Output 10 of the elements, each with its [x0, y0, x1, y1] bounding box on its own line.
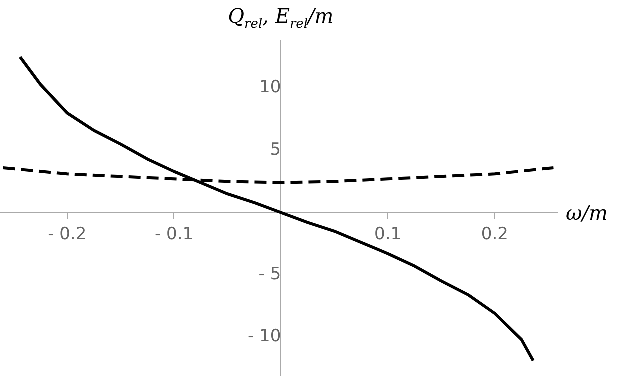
y-tick-label: 10	[259, 78, 282, 98]
x-tick-label: 0.1	[374, 224, 402, 244]
x-tick-label: 0.2	[481, 224, 508, 244]
y-tick-label: 5	[270, 140, 282, 160]
x-tick-label: - 0.2	[48, 224, 87, 244]
y-axis-title: Q$_{rel}$, E$_{rel}$/m	[228, 4, 334, 32]
y-tick-label: - 10	[248, 326, 282, 347]
y-tick-label: - 5	[258, 264, 282, 284]
x-axis-title: ω/m	[566, 200, 608, 225]
x-tick-label: - 0.1	[154, 224, 194, 244]
